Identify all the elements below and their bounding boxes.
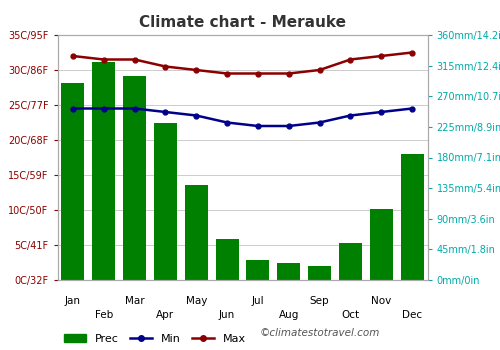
Bar: [400, 154, 423, 280]
Text: Feb: Feb: [94, 310, 113, 320]
Bar: [184, 185, 208, 280]
Bar: [92, 62, 116, 280]
Text: Mar: Mar: [125, 296, 144, 306]
Bar: [123, 76, 146, 280]
Title: Climate chart - Merauke: Climate chart - Merauke: [139, 15, 346, 30]
Bar: [277, 263, 300, 280]
Text: Aug: Aug: [278, 310, 299, 320]
Bar: [62, 83, 84, 280]
Text: ©climatestotravel.com: ©climatestotravel.com: [260, 328, 380, 338]
Bar: [370, 209, 393, 280]
Bar: [308, 266, 331, 280]
Text: Jul: Jul: [252, 296, 264, 306]
Bar: [154, 124, 177, 280]
Text: Apr: Apr: [156, 310, 174, 320]
Text: Jun: Jun: [219, 310, 235, 320]
Text: Dec: Dec: [402, 310, 422, 320]
Bar: [339, 243, 362, 280]
Text: Oct: Oct: [342, 310, 359, 320]
Bar: [216, 239, 238, 280]
Text: Sep: Sep: [310, 296, 330, 306]
Text: Nov: Nov: [371, 296, 392, 306]
Legend: Prec, Min, Max: Prec, Min, Max: [60, 330, 250, 349]
Text: May: May: [186, 296, 207, 306]
Bar: [246, 260, 270, 280]
Text: Jan: Jan: [65, 296, 81, 306]
